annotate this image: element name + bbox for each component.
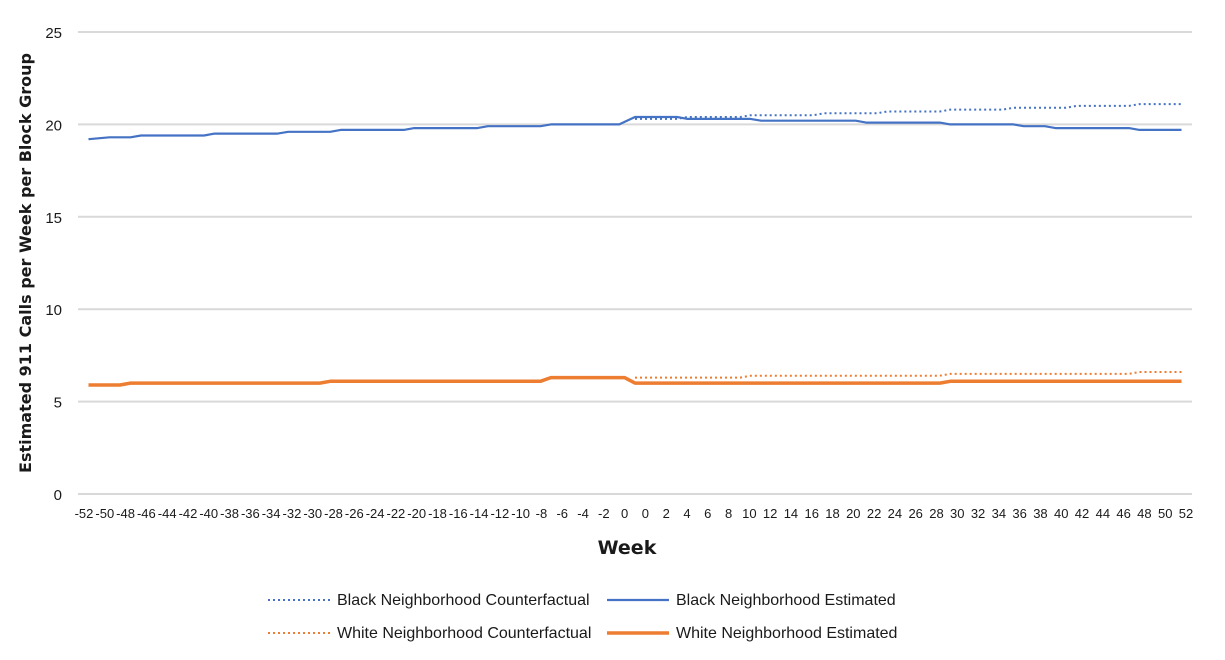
x-tick-label: 30 bbox=[950, 506, 964, 521]
x-tick-label: -38 bbox=[220, 506, 239, 521]
x-tick-label: 12 bbox=[763, 506, 777, 521]
x-tick-label: 6 bbox=[704, 506, 711, 521]
x-tick-label: 34 bbox=[992, 506, 1006, 521]
x-tick-label: 26 bbox=[908, 506, 922, 521]
x-tick-label: 2 bbox=[663, 506, 670, 521]
x-tick-label: 44 bbox=[1096, 506, 1110, 521]
x-axis-ticks: -52 -50 -48 -46 -44 -42 -40 -38 -36 -34 -32 -30 -28-… bbox=[75, 506, 1194, 521]
x-tick-label: -4 bbox=[577, 506, 589, 521]
x-tick-label: 10 bbox=[742, 506, 756, 521]
x-tick-label: 24 bbox=[888, 506, 902, 521]
x-tick-label: -6 bbox=[556, 506, 568, 521]
legend: Black Neighborhood Counterfactual Black N… bbox=[268, 592, 897, 642]
series-lines bbox=[88, 103, 1182, 387]
legend-item: White Neighborhood Estimated bbox=[607, 625, 897, 642]
x-tick-label: -24 bbox=[366, 506, 385, 521]
legend-item: White Neighborhood Counterfactual bbox=[268, 625, 591, 642]
x-tick-label: 28 bbox=[929, 506, 943, 521]
x-tick-label: 0 bbox=[642, 506, 649, 521]
x-tick-label: 48 bbox=[1137, 506, 1151, 521]
x-tick-label: -26 bbox=[345, 506, 364, 521]
series-line-black-neighborhood-estimated bbox=[88, 115, 1182, 141]
x-tick-label: -32 bbox=[283, 506, 302, 521]
x-tick-label: 14 bbox=[784, 506, 798, 521]
x-tick-label: -36 bbox=[241, 506, 260, 521]
x-tick-label: -20 bbox=[407, 506, 426, 521]
x-tick-label: -16 bbox=[449, 506, 468, 521]
legend-label: Black Neighborhood Estimated bbox=[676, 592, 896, 609]
x-axis-title: Week bbox=[598, 537, 657, 559]
x-tick-label: 50 bbox=[1158, 506, 1172, 521]
y-axis-title: Estimated 911 Calls per Week per Block G… bbox=[16, 53, 35, 473]
x-tick-label: 8 bbox=[725, 506, 732, 521]
legend-label: White Neighborhood Estimated bbox=[676, 625, 897, 642]
x-tick-label: -42 bbox=[179, 506, 198, 521]
series-line-white-neighborhood-counterfactual bbox=[635, 371, 1182, 379]
y-tick-label: 10 bbox=[45, 302, 62, 319]
x-tick-label: 36 bbox=[1012, 506, 1026, 521]
x-tick-label: 38 bbox=[1033, 506, 1047, 521]
y-tick-label: 25 bbox=[45, 25, 62, 42]
x-tick-label: -40 bbox=[199, 506, 218, 521]
x-tick-label: 46 bbox=[1116, 506, 1130, 521]
x-tick-label: 42 bbox=[1075, 506, 1089, 521]
x-tick-label: -30 bbox=[303, 506, 322, 521]
x-tick-label: -8 bbox=[536, 506, 548, 521]
x-tick-label: 52 bbox=[1179, 506, 1193, 521]
x-tick-label: -18 bbox=[428, 506, 447, 521]
legend-label: White Neighborhood Counterfactual bbox=[337, 625, 591, 642]
series-line-white-neighborhood-estimated bbox=[88, 375, 1182, 387]
y-tick-label: 20 bbox=[45, 117, 62, 134]
x-tick-label: 40 bbox=[1054, 506, 1068, 521]
x-tick-label: 18 bbox=[825, 506, 839, 521]
x-tick-label: -52 bbox=[75, 506, 94, 521]
x-tick-label: 0 bbox=[621, 506, 628, 521]
y-tick-label: 0 bbox=[54, 487, 62, 504]
y-tick-label: 15 bbox=[45, 210, 62, 227]
legend-item: Black Neighborhood Estimated bbox=[607, 592, 896, 609]
x-tick-label: -50 bbox=[95, 506, 114, 521]
x-tick-label: 4 bbox=[683, 506, 690, 521]
x-tick-label: -44 bbox=[158, 506, 177, 521]
x-tick-label: -48 bbox=[116, 506, 135, 521]
x-tick-label: -12 bbox=[490, 506, 509, 521]
x-tick-label: -14 bbox=[470, 506, 489, 521]
x-tick-label: -10 bbox=[511, 506, 530, 521]
x-tick-label: -28 bbox=[324, 506, 343, 521]
x-tick-label: -22 bbox=[386, 506, 405, 521]
y-axis-ticks: 0 5 10 15 20 25 bbox=[45, 25, 62, 504]
x-tick-label: 20 bbox=[846, 506, 860, 521]
y-tick-label: 5 bbox=[54, 395, 62, 412]
x-tick-label: 16 bbox=[805, 506, 819, 521]
x-tick-label: -2 bbox=[598, 506, 610, 521]
x-tick-label: -46 bbox=[137, 506, 156, 521]
gridlines bbox=[78, 31, 1192, 495]
legend-item: Black Neighborhood Counterfactual bbox=[268, 592, 590, 609]
legend-label: Black Neighborhood Counterfactual bbox=[337, 592, 590, 609]
x-tick-label: 22 bbox=[867, 506, 881, 521]
series-line-black-neighborhood-counterfactual bbox=[635, 103, 1182, 120]
x-tick-label: 32 bbox=[971, 506, 985, 521]
x-tick-label: -34 bbox=[262, 506, 281, 521]
